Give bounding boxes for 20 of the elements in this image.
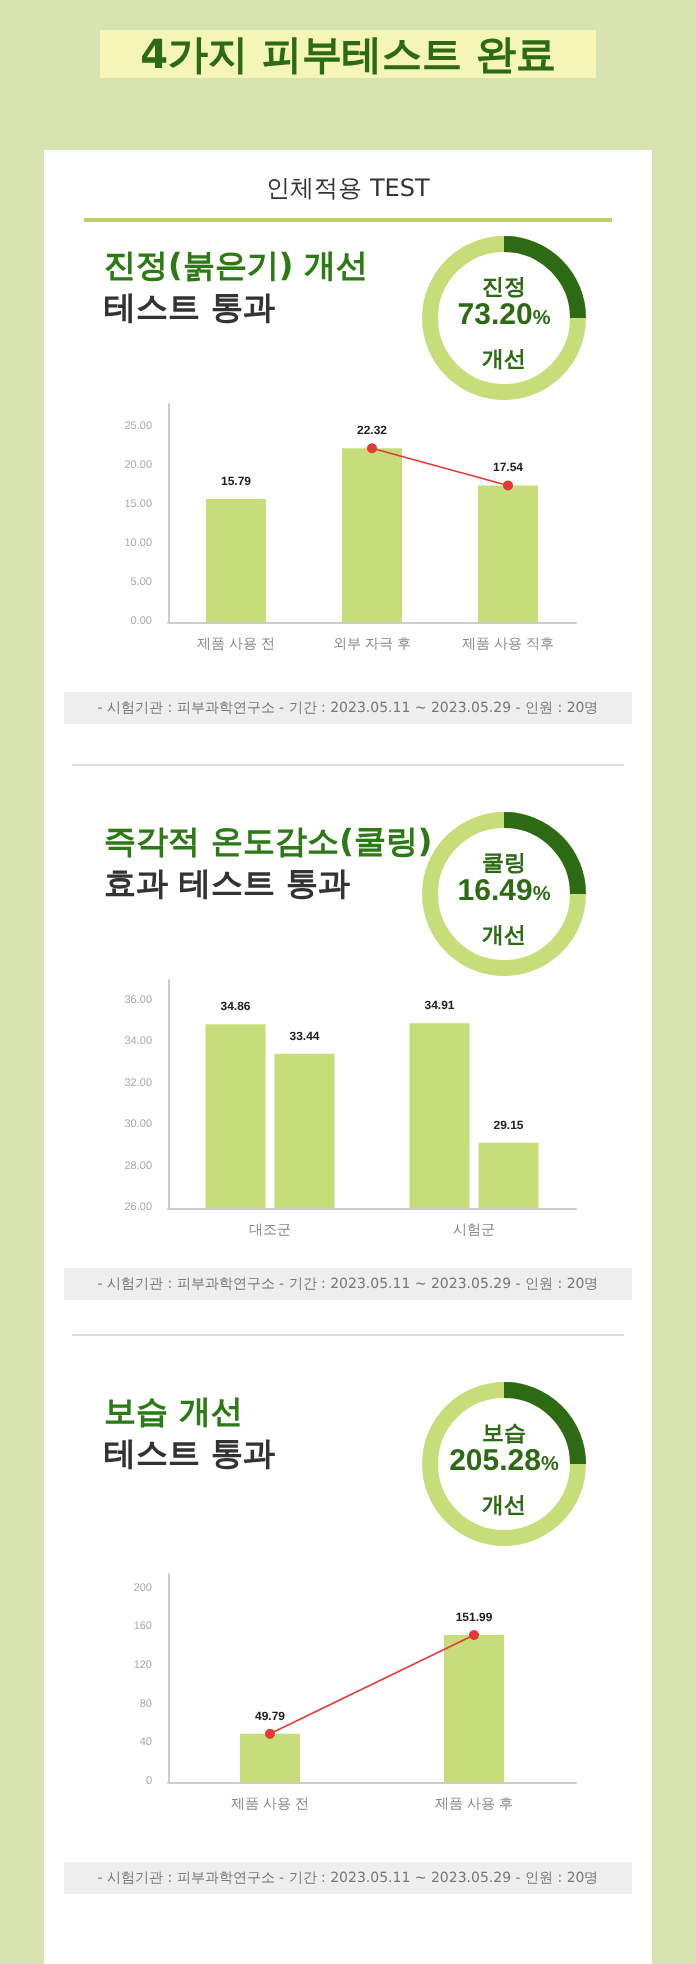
text: 개선	[480, 920, 528, 950]
chart-subtitle: 테스트 통과	[104, 1432, 276, 1474]
chart-title: 즉각적 온도감소(쿨링)	[104, 820, 433, 862]
chart-subtitle: 테스트 통과	[104, 286, 278, 328]
chart-title: 보습 개선	[104, 1390, 246, 1432]
text: 4가지 피부테스트 완료	[100, 30, 596, 78]
text: 205.28%	[449, 1444, 559, 1478]
text: 진정	[480, 272, 528, 302]
text: 개선	[480, 344, 528, 374]
bar	[206, 499, 266, 622]
chart-title: 진정(붉은기) 개선	[104, 244, 369, 286]
text: 16.49%	[457, 874, 551, 908]
text: 쿨링	[482, 850, 526, 876]
chart-subtitle: 효과 테스트 통과	[104, 862, 353, 904]
text: 73.20%	[457, 298, 551, 332]
text: 인체적용 TEST	[84, 172, 612, 222]
text: 보습	[480, 1418, 528, 1448]
text: 개선	[480, 1490, 528, 1520]
bar	[478, 485, 538, 622]
bar	[342, 448, 402, 622]
